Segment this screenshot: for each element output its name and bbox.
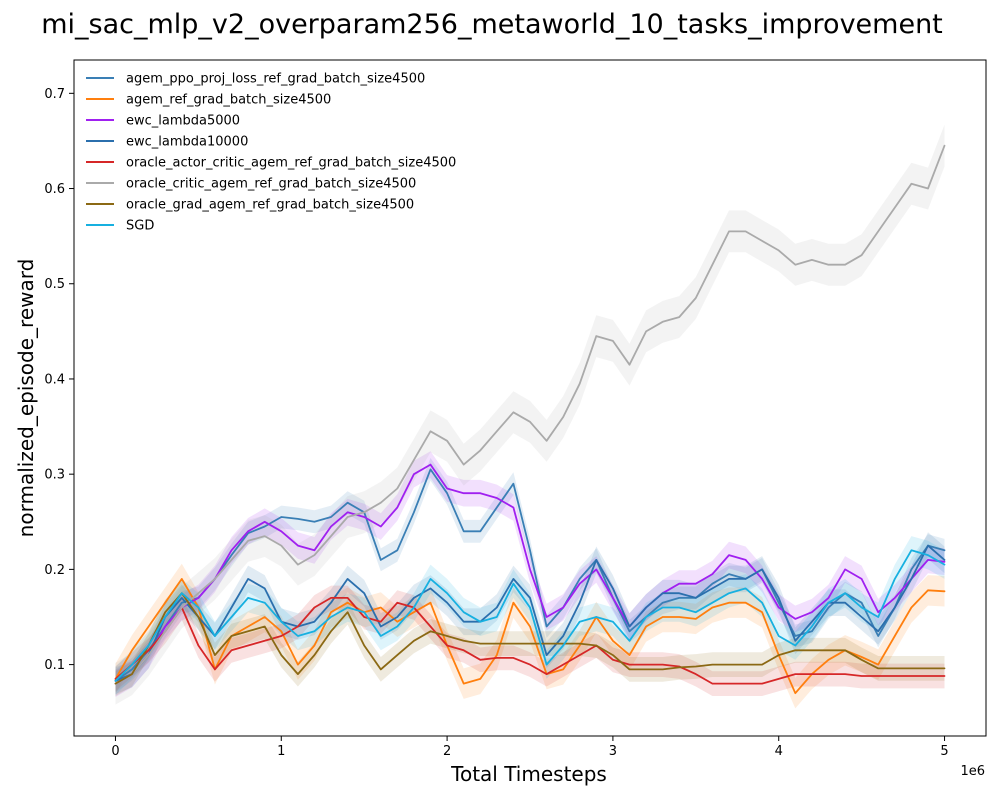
y-tick-label-4: 0.5 [44,277,65,292]
x-tick-label-0: 0 [111,744,119,759]
y-tick-label-3: 0.4 [44,372,65,387]
band-agem_ref_grad_batch_size4500 [115,563,945,709]
line-ewc_lambda10000 [114,544,946,682]
x-tick-label-4: 4 [775,744,783,759]
band-agem_ppo_proj_loss_ref_grad_batch_size4500 [115,458,945,693]
legend-label-7: SGD [126,219,154,234]
legend-label-2: ewc_lambda5000 [126,114,240,129]
y-tick-label-0: 0.1 [44,658,65,673]
x-tick-label-3: 3 [609,744,617,759]
legend-label-6: oracle_grad_agem_ref_grad_batch_size4500 [126,198,414,213]
legend: agem_ppo_proj_loss_ref_grad_batch_size45… [86,72,456,234]
legend-label-4: oracle_actor_critic_agem_ref_grad_batch_… [126,156,456,171]
legend-label-0: agem_ppo_proj_loss_ref_grad_batch_size45… [126,72,425,87]
y-tick-label-6: 0.7 [44,87,65,102]
y-axis: 0.1 0.2 0.3 0.4 0.5 0.6 0.7 [44,87,74,673]
legend-label-1: agem_ref_grad_batch_size4500 [126,93,331,108]
line-oracle_critic_agem_ref_grad_batch_size4500 [114,144,946,685]
band-ewc_lambda10000 [115,532,945,695]
x-tick-label-1: 1 [277,744,285,759]
y-tick-label-5: 0.6 [44,182,65,197]
legend-label-3: ewc_lambda10000 [126,135,248,150]
line-oracle_actor_critic_agem_ref_grad_batch_size4500 [114,597,946,685]
band-oracle_critic_agem_ref_grad_batch_size4500 [115,124,945,705]
x-offset-label: 1e6 [960,764,985,779]
y-axis-label: normalized_episode_reward [14,259,38,538]
x-tick-label-2: 2 [443,744,451,759]
chart-title: mi_sac_mlp_v2_overparam256_metaworld_10_… [41,9,943,40]
line-oracle_grad_agem_ref_grad_batch_size4500 [114,592,946,685]
legend-label-5: oracle_critic_agem_ref_grad_batch_size45… [126,177,416,192]
plot-area [73,59,987,737]
x-axis: 0 1 2 3 4 5 [111,736,949,759]
x-tick-label-5: 5 [940,744,948,759]
x-axis-label: Total Timesteps [450,762,607,786]
line-agem_ref_grad_batch_size4500 [114,578,946,695]
band-ewc_lambda5000 [115,451,945,697]
band-oracle_grad_agem_ref_grad_batch_size4500 [115,580,945,696]
y-tick-label-2: 0.3 [44,468,65,483]
y-tick-label-1: 0.2 [44,563,65,578]
band-SGD [115,536,945,696]
line-SGD [114,549,946,682]
line-ewc_lambda5000 [114,463,946,685]
plot-frame [73,59,987,737]
series-lines [114,144,946,695]
